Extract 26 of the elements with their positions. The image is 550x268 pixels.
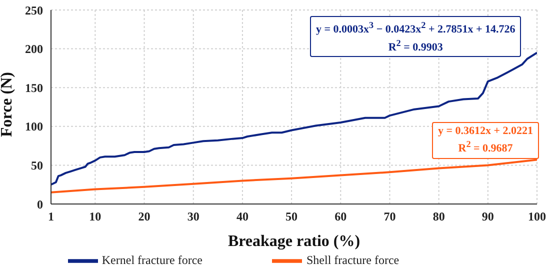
legend-label: Kernel fracture force [102,252,202,267]
annotation: y = 0.3612x + 2.0221 [438,125,534,138]
x-axis-title: Breakage ratio (%) [228,233,360,250]
line-series [51,52,537,186]
y-tick-label: 150 [25,80,43,95]
y-tick-label: 0 [37,197,43,212]
y-tick-label: 50 [31,158,43,172]
x-tick-label: 40 [236,210,248,224]
annotation: R$^{2}$ = 0.9903 [387,36,444,54]
x-tick-label: 70 [384,210,396,224]
y-tick-label: 250 [25,3,43,18]
y-axis-title: Force (N) [0,72,16,137]
annotation: R$^{2}$ = 0.9687 [457,138,514,156]
x-tick-label: 80 [432,210,445,224]
x-tick-label: 1 [48,210,54,224]
x-tick-label: 50 [286,210,298,224]
annotation: y = 0.0003x$^{3}$ − 0.0423x$^{2}$ + 2.7851x + 14.726 [316,19,516,37]
x-tick-label: 90 [482,210,494,224]
x-tick-label: 20 [138,210,150,224]
x-tick-label: 30 [187,210,200,224]
y-tick-label: 100 [25,120,43,134]
y-tick-label: 200 [25,42,43,56]
x-tick-label: 10 [89,210,102,224]
x-tick-label: 60 [334,210,347,224]
legend-label: Shell fracture force [306,252,400,267]
x-tick-label: 100 [528,210,546,224]
